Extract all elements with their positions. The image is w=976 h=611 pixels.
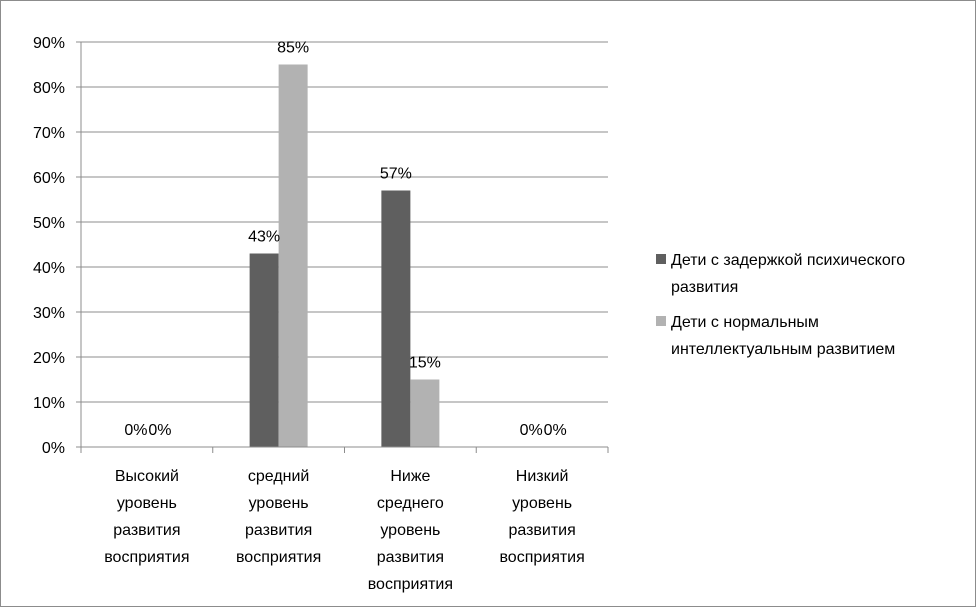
- y-tick-label: 60%: [33, 170, 65, 187]
- gridlines: [81, 41, 608, 403]
- data-labels: 0%43%57%0%0%85%15%0%: [124, 40, 566, 440]
- legend-label: Дети с задержкой психического развития: [671, 252, 905, 296]
- bars: [249, 64, 440, 447]
- y-tick-label: 70%: [33, 125, 65, 142]
- data-label: 0%: [520, 422, 543, 439]
- data-label: 15%: [409, 355, 441, 372]
- bar-series-1: [381, 190, 411, 447]
- x-category-label: Ниже среднего уровень развития восприятия: [368, 468, 453, 593]
- bar-series-2: [278, 64, 308, 447]
- bar-series-2: [410, 379, 440, 447]
- axes: [76, 41, 609, 453]
- y-tick-label: 80%: [33, 80, 65, 97]
- x-axis-category-labels: Высокий уровень развития восприятия средний у…: [104, 468, 585, 593]
- legend: Дети с задержкой психического развития Дет…: [656, 252, 905, 358]
- data-label: 0%: [124, 422, 147, 439]
- data-label: 0%: [148, 422, 171, 439]
- legend-swatch: [656, 254, 666, 264]
- y-tick-label: 30%: [33, 305, 65, 322]
- y-tick-label: 0%: [42, 440, 65, 457]
- y-tick-label: 10%: [33, 395, 65, 412]
- data-label: 43%: [248, 229, 280, 246]
- y-axis-tick-labels: 0% 10% 20% 30% 40% 50% 60% 70% 80% 90%: [33, 35, 65, 457]
- data-label: 85%: [277, 40, 309, 57]
- x-category-label: Высокий уровень развития восприятия: [104, 468, 189, 566]
- data-label: 0%: [544, 422, 567, 439]
- legend-swatch: [656, 316, 666, 326]
- y-tick-label: 50%: [33, 215, 65, 232]
- y-tick-label: 40%: [33, 260, 65, 277]
- legend-label: Дети с нормальным интеллектуальным развит…: [671, 314, 895, 358]
- x-category-label: средний уровень развития восприятия: [236, 468, 321, 566]
- y-tick-label: 20%: [33, 350, 65, 367]
- bar-series-1: [249, 253, 279, 447]
- data-label: 57%: [380, 166, 412, 183]
- y-tick-label: 90%: [33, 35, 65, 52]
- x-category-label: Низкий уровень развития восприятия: [499, 468, 584, 566]
